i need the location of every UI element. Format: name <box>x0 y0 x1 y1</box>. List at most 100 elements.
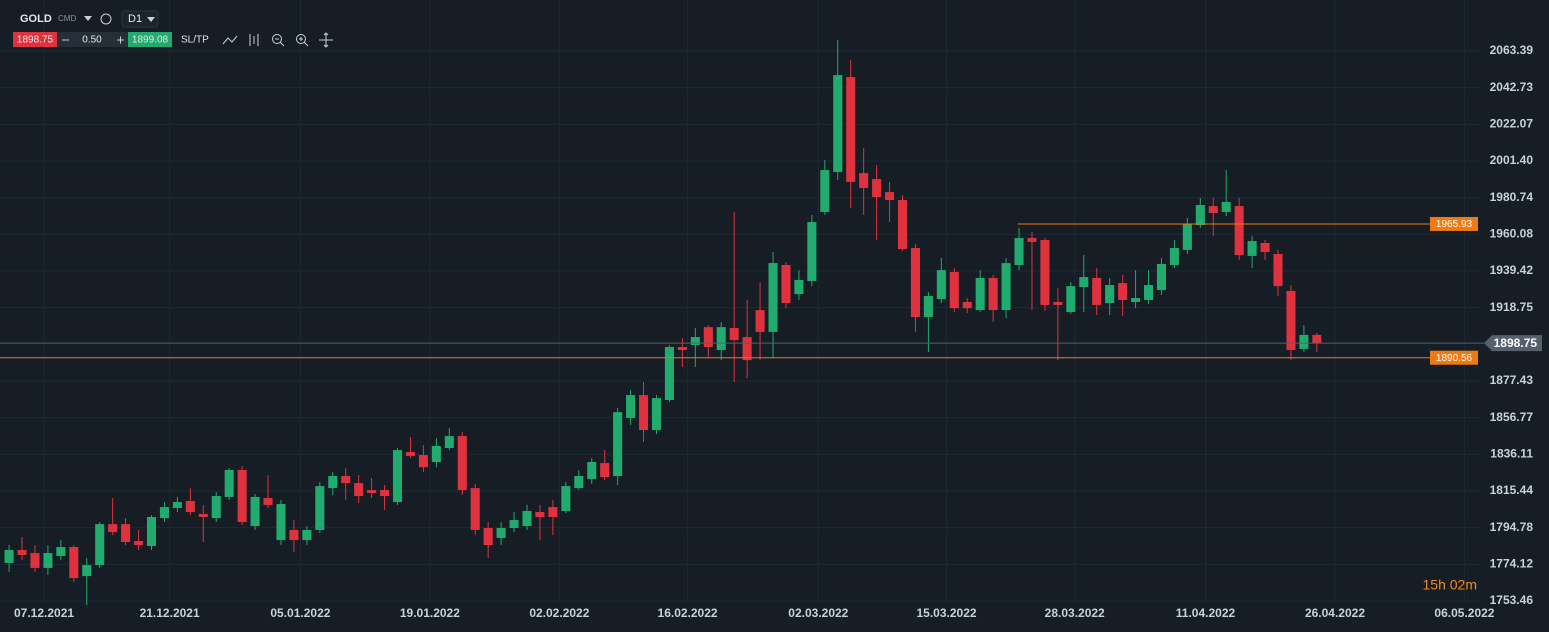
buy-price[interactable]: 1899.08 <box>132 35 169 46</box>
line-chart-icon[interactable] <box>222 35 238 45</box>
candle-body <box>781 265 791 303</box>
candle-body <box>1092 277 1102 305</box>
timeframe[interactable]: D1 <box>128 13 142 25</box>
candle-body <box>846 77 856 182</box>
x-tick-label: 15.03.2022 <box>916 606 976 620</box>
candle-body <box>457 436 467 491</box>
x-tick-label: 02.03.2022 <box>788 606 848 620</box>
candle-body <box>574 476 584 489</box>
x-tick-label: 19.01.2022 <box>400 606 460 620</box>
candle-body <box>716 327 726 351</box>
candle-body <box>1260 243 1270 253</box>
candle-body <box>1169 247 1179 266</box>
candle-body <box>677 346 687 351</box>
candle-body <box>1156 263 1167 291</box>
y-tick-label: 1980.74 <box>1490 190 1534 204</box>
candle-body <box>172 502 182 508</box>
candle-body <box>4 550 14 563</box>
y-tick-label: 1836.11 <box>1490 447 1533 461</box>
candle-body <box>509 520 519 529</box>
overlays: 1753.46 1774.12 1794.78 1815.44 1836.11 1856.… <box>0 43 1542 620</box>
candle-body <box>250 496 260 527</box>
candle-body <box>134 540 144 546</box>
volume-box[interactable] <box>57 32 128 47</box>
timer: 15h 02m <box>1423 577 1477 593</box>
candle-body <box>1014 238 1024 266</box>
sell-price[interactable]: 1898.75 <box>17 35 54 46</box>
candle-body <box>405 452 415 456</box>
candle-body <box>872 179 882 198</box>
candle-body <box>703 327 713 347</box>
x-tick-label: 21.12.2021 <box>140 606 200 620</box>
y-tick-label: 1877.43 <box>1490 373 1534 387</box>
candle-body <box>341 476 351 484</box>
timeframe-dropdown <box>147 17 155 22</box>
candle-body <box>56 546 66 557</box>
info-icon[interactable] <box>100 13 112 25</box>
candle-body <box>768 263 778 332</box>
candle-body <box>146 517 157 546</box>
candle-icon[interactable] <box>249 34 259 46</box>
symbol[interactable]: GOLD <box>20 13 52 25</box>
candle-body <box>315 486 325 530</box>
candle-body <box>587 461 597 480</box>
buy-button[interactable] <box>128 32 172 47</box>
sell-button[interactable] <box>13 32 57 47</box>
candle-body <box>483 528 493 546</box>
x-tick-label: 28.03.2022 <box>1045 606 1105 620</box>
volume-steppers[interactable] <box>62 36 124 44</box>
level-tag <box>1430 216 1478 231</box>
candle-body <box>1079 277 1089 288</box>
candle-body <box>82 565 92 577</box>
candle-body <box>885 192 895 201</box>
zoom-in-glyph <box>299 37 309 47</box>
y-tick-label: 1794.78 <box>1490 520 1534 534</box>
candle-body <box>1286 290 1296 351</box>
candle-body <box>613 412 623 477</box>
candle-body <box>185 501 195 513</box>
y-tick-label: 1939.42 <box>1490 263 1534 277</box>
candle-body <box>367 490 377 494</box>
candle-body <box>276 504 286 541</box>
candle-body <box>470 488 480 530</box>
candle-body <box>1027 238 1037 242</box>
candle-body <box>1299 334 1309 349</box>
candle-body <box>1040 239 1050 305</box>
candle-body <box>328 476 338 489</box>
y-tick-label: 2042.73 <box>1490 80 1534 94</box>
toolbar: GOLD CMD D1 1898.75 0.50 1899.08 SL/TP <box>13 10 333 48</box>
candle-body <box>30 553 40 568</box>
candle-body <box>833 75 843 173</box>
timeframe-box[interactable] <box>121 10 159 28</box>
level-label: 1890.56 <box>1436 353 1473 364</box>
candle-body <box>535 512 545 518</box>
candle-body <box>923 296 933 318</box>
pan-icon[interactable] <box>319 32 333 48</box>
candle-body <box>224 469 234 497</box>
candle-body <box>807 222 817 281</box>
candle-body <box>198 513 208 518</box>
candle-body <box>690 337 700 346</box>
candle-body <box>522 510 532 527</box>
zoom-out-icon[interactable] <box>272 34 282 44</box>
symbol-dropdown[interactable] <box>84 16 92 21</box>
candle-body <box>664 346 674 401</box>
candle-body <box>988 277 998 311</box>
candle-body <box>418 455 428 468</box>
x-tick-label: 16.02.2022 <box>658 606 718 620</box>
candle-body <box>1312 334 1322 344</box>
candle-body <box>496 528 506 538</box>
x-tick-label: 06.05.2022 <box>1434 606 1494 620</box>
candle-body <box>1273 254 1283 287</box>
sltp-button[interactable]: SL/TP <box>181 35 209 46</box>
candle-body <box>237 469 247 522</box>
candle-body <box>354 483 364 497</box>
candle-body <box>639 395 649 431</box>
zoom-in-icon[interactable] <box>296 34 306 44</box>
x-tick-label: 05.01.2022 <box>270 606 330 620</box>
candle-body <box>936 270 946 300</box>
candle-body <box>69 546 79 579</box>
candles <box>4 40 1322 606</box>
candle-body <box>975 277 985 311</box>
